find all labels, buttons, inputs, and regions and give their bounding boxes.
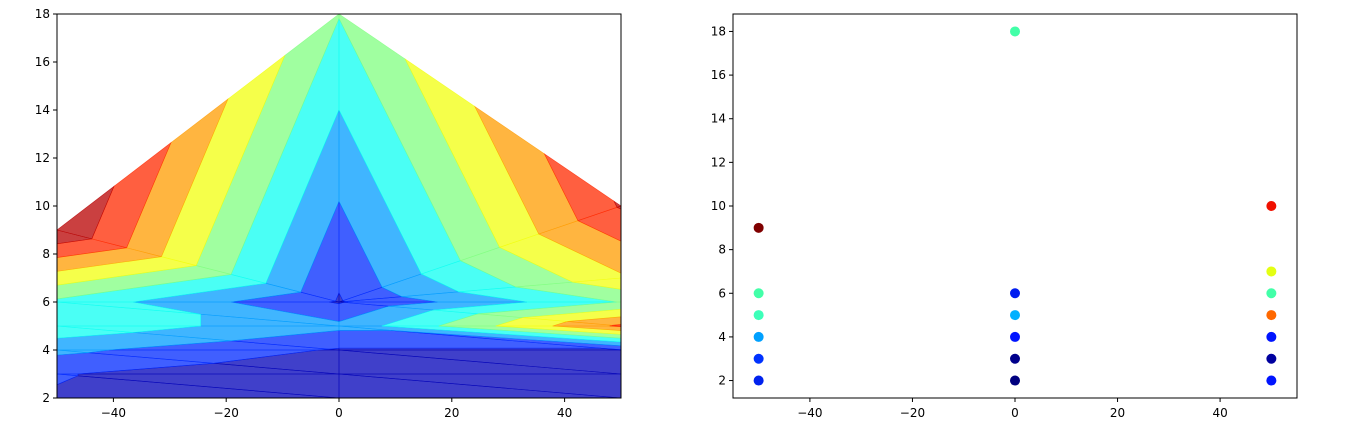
scatter-point <box>753 331 764 342</box>
contour-y-tick-label: 14 <box>35 103 50 117</box>
contour-y-tick-label: 6 <box>42 295 50 309</box>
scatter-plot-axes: −40 −20 0 20 40 2 4 6 8 10 12 14 16 18 <box>711 13 1298 420</box>
scatter-x-axis-ticks: −40 −20 0 20 40 <box>797 398 1228 420</box>
contour-x-tick-label: 20 <box>444 406 459 420</box>
scatter-y-tick-label: 6 <box>718 286 726 300</box>
scatter-point <box>1010 26 1020 37</box>
scatter-x-tick-label: −40 <box>797 406 822 420</box>
contour-band <box>613 200 621 208</box>
scatter-point <box>1010 288 1020 299</box>
scatter-point <box>1010 353 1020 364</box>
scatter-y-tick-label: 10 <box>711 199 726 213</box>
scatter-y-tick-label: 14 <box>711 112 726 126</box>
contour-band <box>567 316 621 326</box>
scatter-point <box>753 288 764 299</box>
contour-x-axis-ticks: −40 −20 0 20 40 <box>101 398 572 420</box>
scatter-points-layer <box>753 26 1277 386</box>
contour-band <box>612 324 621 327</box>
scatter-x-tick-label: 40 <box>1212 406 1227 420</box>
scatter-point <box>1266 331 1277 342</box>
scatter-point <box>1010 375 1020 386</box>
contour-plot-axes: −40 −20 0 20 40 2 4 6 8 10 12 14 16 18 <box>35 7 622 420</box>
contour-x-tick-label: 0 <box>335 406 343 420</box>
scatter-y-axis-ticks: 2 4 6 8 10 12 14 16 18 <box>711 24 733 388</box>
contour-band <box>522 308 621 322</box>
contour-y-tick-label: 10 <box>35 199 50 213</box>
scatter-point <box>753 222 764 233</box>
scatter-point <box>1266 266 1277 277</box>
scatter-y-tick-label: 8 <box>718 243 726 257</box>
contour-band <box>477 301 621 318</box>
scatter-point <box>1010 331 1020 342</box>
contour-y-tick-label: 12 <box>35 151 50 165</box>
scatter-x-tick-label: −20 <box>900 406 925 420</box>
contour-band <box>57 185 115 240</box>
contour-fill-layer <box>57 14 621 398</box>
contour-y-tick-label: 2 <box>42 391 50 405</box>
contour-y-axis-ticks: 2 4 6 8 10 12 14 16 18 <box>35 7 57 405</box>
scatter-x-tick-label: 0 <box>1011 406 1019 420</box>
contour-y-tick-label: 18 <box>35 7 50 21</box>
scatter-x-tick-label: 20 <box>1110 406 1125 420</box>
scatter-point <box>1266 353 1277 364</box>
scatter-y-tick-label: 18 <box>711 24 726 38</box>
contour-x-tick-label: 40 <box>557 406 572 420</box>
contour-x-tick-label: −20 <box>214 406 239 420</box>
scatter-y-tick-label: 16 <box>711 68 726 82</box>
scatter-point <box>1266 288 1277 299</box>
scatter-point <box>753 353 764 364</box>
scatter-y-tick-label: 4 <box>718 330 726 344</box>
scatter-y-tick-label: 2 <box>718 374 726 388</box>
scatter-point <box>1266 375 1277 386</box>
contour-x-tick-label: −40 <box>101 406 126 420</box>
scatter-point <box>1266 201 1277 211</box>
scatter-point <box>1266 310 1277 321</box>
scatter-point <box>753 310 764 321</box>
contour-y-tick-label: 8 <box>42 247 50 261</box>
scatter-y-tick-label: 12 <box>711 155 726 169</box>
scatter-point <box>1010 310 1020 321</box>
contour-y-tick-label: 16 <box>35 55 50 69</box>
contour-y-tick-label: 4 <box>42 343 50 357</box>
scatter-point <box>753 375 764 386</box>
